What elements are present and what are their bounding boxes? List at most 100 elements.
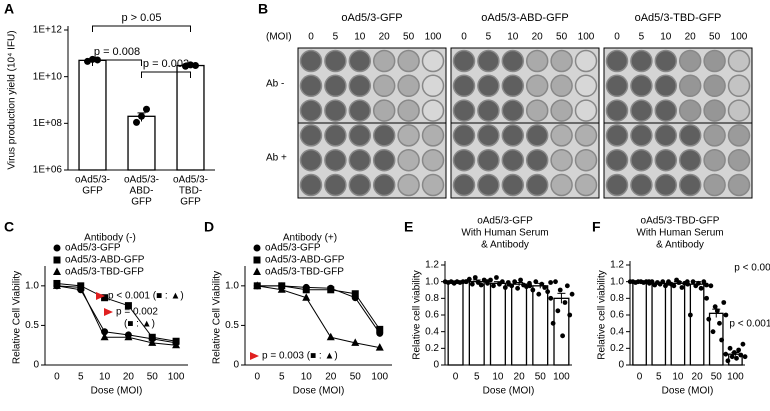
data-point bbox=[710, 329, 716, 335]
well bbox=[678, 124, 702, 147]
x-tick-label: 10 bbox=[672, 372, 684, 383]
well bbox=[703, 148, 726, 172]
data-point bbox=[706, 316, 712, 322]
panel-letter: C bbox=[4, 219, 14, 235]
well bbox=[605, 49, 629, 73]
y-tick-label: 1.0 bbox=[610, 276, 624, 287]
annotation: p > 0.05 bbox=[121, 12, 161, 24]
well bbox=[299, 49, 323, 73]
data-point bbox=[485, 280, 490, 286]
data-point bbox=[704, 295, 709, 301]
y-tick-label: 1.0 bbox=[425, 276, 439, 287]
data-point bbox=[649, 279, 655, 285]
data-point bbox=[502, 285, 508, 290]
bracket bbox=[92, 25, 191, 32]
marker bbox=[100, 332, 109, 341]
data-point bbox=[690, 279, 696, 285]
well bbox=[501, 99, 525, 122]
dose-label: 10 bbox=[354, 32, 366, 43]
data-point bbox=[687, 312, 693, 318]
x-tick-label: 20 bbox=[514, 372, 526, 383]
data-point bbox=[712, 304, 718, 310]
well bbox=[630, 148, 653, 172]
well bbox=[372, 74, 396, 98]
data-point bbox=[536, 291, 542, 297]
well bbox=[550, 74, 573, 98]
annotation: p < 0.001 (■ : ▲) bbox=[108, 291, 184, 302]
x-tick-label: 5 bbox=[474, 372, 480, 383]
y-axis-label: Relative Cell Viability bbox=[12, 271, 23, 364]
bar bbox=[127, 115, 156, 171]
x-tick-label: 50 bbox=[350, 372, 362, 383]
marker bbox=[376, 325, 384, 333]
well bbox=[654, 74, 678, 98]
well bbox=[703, 173, 726, 197]
data-point bbox=[545, 289, 551, 295]
well bbox=[501, 74, 525, 98]
x-tick-label: oAd5/3- bbox=[173, 175, 208, 186]
data-point bbox=[723, 312, 729, 318]
bar bbox=[651, 282, 667, 366]
well bbox=[477, 99, 500, 122]
well bbox=[678, 74, 702, 98]
x-tick-label: 0 bbox=[254, 372, 260, 383]
y-tick-label: 0 bbox=[433, 360, 439, 371]
x-axis-label: Dose (MOI) bbox=[483, 386, 535, 397]
well bbox=[501, 173, 525, 197]
data-point bbox=[717, 320, 722, 326]
legend-label: oAd5/3-TBD-GFP bbox=[65, 267, 144, 278]
well bbox=[727, 124, 751, 147]
dose-label: 50 bbox=[556, 32, 568, 43]
marker bbox=[148, 338, 157, 346]
data-point bbox=[660, 279, 666, 285]
well bbox=[348, 173, 372, 197]
data-point bbox=[494, 275, 499, 280]
x-tick-label: 50 bbox=[147, 372, 159, 383]
x-axis-label: Dose (MOI) bbox=[293, 386, 345, 397]
dose-label: 0 bbox=[308, 32, 314, 43]
dose-label: 0 bbox=[614, 32, 620, 43]
marker bbox=[326, 332, 335, 341]
well bbox=[550, 148, 573, 172]
well bbox=[574, 49, 598, 73]
well bbox=[421, 99, 445, 122]
x-axis-label: Dose (MOI) bbox=[662, 386, 714, 397]
bar bbox=[489, 282, 506, 366]
well bbox=[630, 99, 653, 122]
data-point bbox=[729, 354, 735, 360]
x-tick-label: 5 bbox=[279, 372, 285, 383]
data-point bbox=[192, 62, 199, 70]
well bbox=[501, 148, 525, 172]
data-point bbox=[679, 285, 685, 290]
well bbox=[372, 99, 396, 122]
well bbox=[452, 49, 476, 73]
well bbox=[324, 124, 347, 147]
data-point bbox=[725, 358, 731, 364]
well bbox=[421, 49, 445, 73]
y-tick-label: 0.6 bbox=[610, 310, 624, 321]
chart-title: oAd5/3-GFP bbox=[477, 216, 533, 227]
bar bbox=[468, 281, 485, 366]
well bbox=[574, 173, 598, 197]
marker bbox=[172, 340, 181, 349]
y-axis-label: Virus production yield (10⁴ IFU) bbox=[7, 30, 18, 169]
well bbox=[324, 148, 347, 172]
well bbox=[630, 173, 653, 197]
well bbox=[421, 148, 445, 172]
x-tick-label: TBD- bbox=[179, 186, 202, 197]
well bbox=[477, 124, 500, 147]
legend-label: oAd5/3-ABD-GFP bbox=[265, 255, 345, 266]
legend-marker bbox=[53, 256, 61, 264]
y-tick-label: 0 bbox=[618, 360, 624, 371]
annotation: p = 0.003 bbox=[143, 58, 189, 70]
well bbox=[372, 124, 396, 147]
dose-label: 100 bbox=[425, 32, 442, 43]
chart-title: With Human Serum bbox=[636, 228, 723, 239]
well bbox=[550, 124, 573, 147]
data-point bbox=[696, 280, 701, 286]
well bbox=[397, 49, 420, 73]
well bbox=[324, 99, 347, 122]
data-point bbox=[499, 279, 505, 285]
well bbox=[372, 148, 396, 172]
x-tick-label: 10 bbox=[492, 372, 504, 383]
